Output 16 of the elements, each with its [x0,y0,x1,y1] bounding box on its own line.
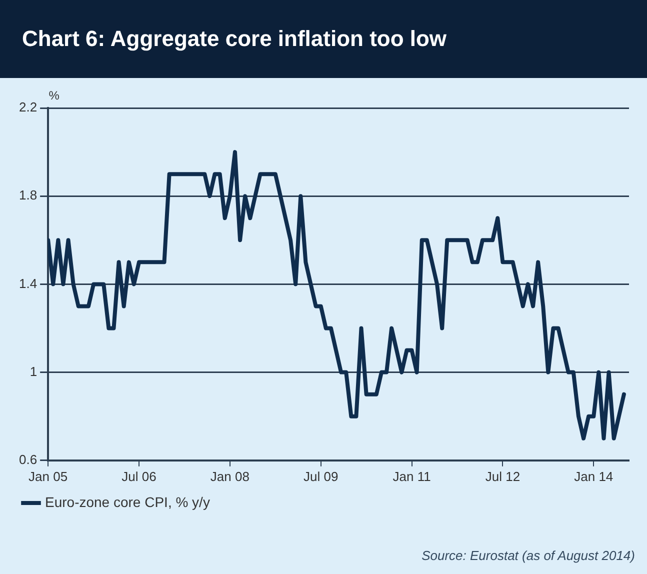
y-axis-title: % [48,88,60,102]
chart-title: Chart 6: Aggregate core inflation too low [0,0,647,78]
legend-label: Euro-zone core CPI, % y/y [45,494,210,510]
x-tick-label: Jan 14 [574,468,614,484]
x-tick-label: Jan 11 [392,468,431,484]
x-tick-label: Jan 05 [28,468,68,484]
y-tick-label: 1.8 [18,188,38,203]
y-tick-label: 1.4 [18,276,38,291]
y-tick-label: 0.6 [18,452,38,467]
x-tick-label: Jan 08 [210,468,250,484]
x-tick-label: Jul 06 [122,468,156,484]
x-tick-label: Jul 09 [304,468,338,484]
y-tick-label: 1 [30,364,38,379]
y-tick-label: 2.2 [18,100,38,115]
source-note: Source: Eurostat (as of August 2014) [422,548,635,563]
x-tick-label: Jul 12 [485,468,520,484]
